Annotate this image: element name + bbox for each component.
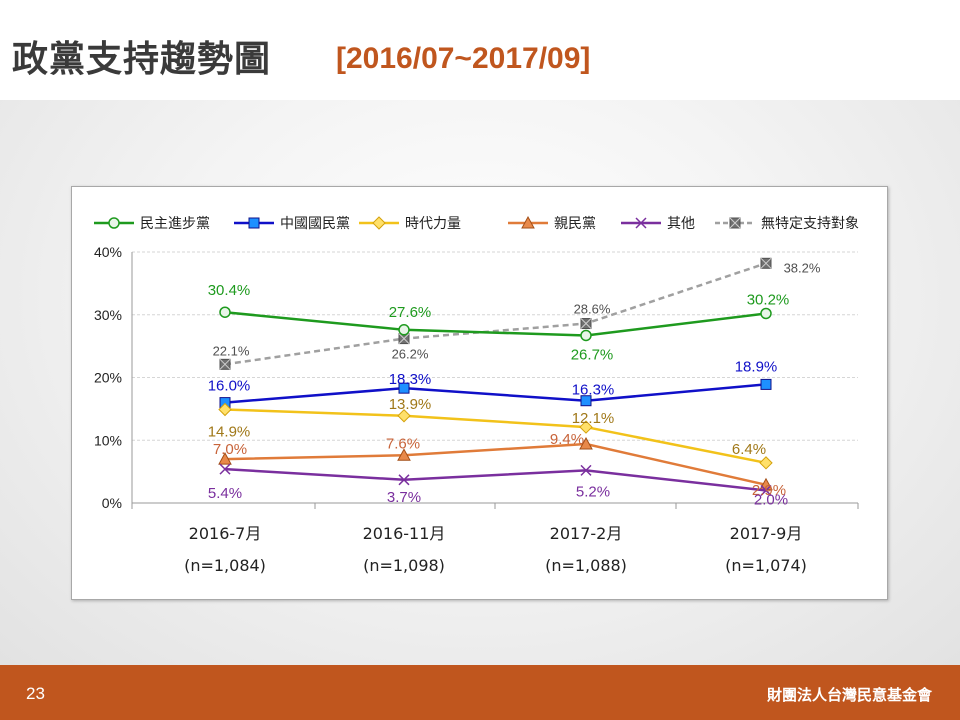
x-tick-label: 2017-2月 (550, 524, 623, 543)
legend-marker (108, 217, 120, 229)
x-sample-size-label: (n=1,098) (363, 556, 445, 575)
x-sample-size-label: (n=1,084) (184, 556, 266, 575)
data-label: 9.4% (550, 431, 584, 448)
legend-marker-cross (729, 217, 741, 229)
data-point (760, 378, 772, 390)
x-sample-size-label: (n=1,074) (725, 556, 807, 575)
y-tick-label: 30% (94, 307, 122, 323)
data-label: 5.2% (576, 483, 610, 500)
data-point (580, 464, 592, 476)
series-line (224, 442, 767, 487)
page-number: 23 (26, 684, 45, 703)
data-point (219, 306, 231, 318)
data-label: 22.1% (213, 343, 250, 358)
data-label: 2.9% (752, 482, 786, 499)
data-point (218, 452, 232, 465)
x-tick-label: 2016-7月 (189, 524, 262, 543)
data-point (397, 448, 411, 461)
page-title: 政黨支持趨勢圖 (12, 39, 272, 80)
y-tick-label: 10% (94, 432, 122, 448)
data-label: 5.4% (208, 485, 242, 502)
legend-label: 時代力量 (405, 216, 461, 232)
series-line (224, 383, 767, 404)
data-label: 27.6% (389, 304, 432, 321)
page-subtitle: [2016/07~2017/09] (336, 42, 591, 75)
y-tick-label: 20% (94, 370, 122, 386)
series-line (224, 262, 767, 366)
data-point-cross (219, 358, 231, 370)
series-line (224, 467, 767, 492)
data-point (218, 402, 232, 417)
data-label: 18.3% (389, 371, 432, 388)
data-label: 26.2% (392, 347, 429, 362)
footer-bar (0, 665, 960, 720)
data-point (398, 474, 410, 486)
data-point (759, 456, 773, 470)
data-point (580, 395, 592, 407)
data-point (580, 329, 592, 342)
data-label: 38.2% (784, 260, 821, 275)
legend-label: 其他 (667, 216, 695, 232)
legend-marker (521, 215, 535, 229)
x-sample-size-label: (n=1,088) (545, 556, 627, 575)
data-point (398, 324, 410, 336)
series-line (224, 310, 767, 337)
data-label: 2.0% (754, 491, 788, 508)
data-point (760, 484, 772, 496)
legend-marker (248, 217, 260, 229)
data-label: 12.1% (572, 410, 615, 427)
data-label: 14.9% (208, 424, 251, 441)
data-label: 13.9% (389, 396, 432, 413)
data-point (398, 382, 410, 394)
data-label: 18.9% (735, 358, 778, 375)
data-point (760, 307, 772, 320)
chart-panel: 0% 10% 20% 30% 40% 2016-7月 (n=1,084) 2016-11月 (n… (71, 186, 888, 600)
series-line (224, 408, 767, 465)
data-label: 7.0% (213, 441, 247, 458)
data-label: 7.6% (386, 435, 420, 452)
organization-name: 財團法人台灣民意基金會 (766, 686, 932, 704)
x-tick-label: 2017-9月 (730, 524, 803, 543)
data-point-cross (760, 257, 772, 269)
data-point (397, 409, 411, 423)
legend-label: 民主進步黨 (140, 216, 210, 232)
legend-marker (635, 217, 647, 229)
legend-label: 親民黨 (554, 216, 596, 232)
data-label: 6.4% (732, 441, 766, 458)
data-point-cross (580, 318, 592, 329)
data-point (579, 436, 593, 450)
data-label: 3.7% (387, 489, 421, 506)
data-label: 16.0% (208, 378, 251, 395)
data-label: 28.6% (574, 302, 611, 317)
legend-marker (372, 216, 386, 230)
legend-label: 中國國民黨 (280, 216, 350, 232)
line-chart: 0% 10% 20% 30% 40% 2016-7月 (n=1,084) 2016-11月 (n… (94, 215, 859, 575)
y-tick-label: 40% (94, 244, 122, 260)
title-bar (0, 0, 960, 100)
data-label: 30.2% (747, 291, 790, 308)
data-point (219, 463, 231, 475)
y-tick-label: 0% (102, 495, 122, 511)
data-label: 16.3% (572, 382, 615, 399)
data-label: 26.7% (571, 346, 614, 363)
data-point (579, 420, 593, 434)
x-tick-label: 2016-11月 (363, 524, 446, 543)
data-point-cross (398, 333, 410, 344)
legend-label: 無特定支持對象 (761, 216, 859, 232)
data-label: 30.4% (208, 282, 251, 299)
